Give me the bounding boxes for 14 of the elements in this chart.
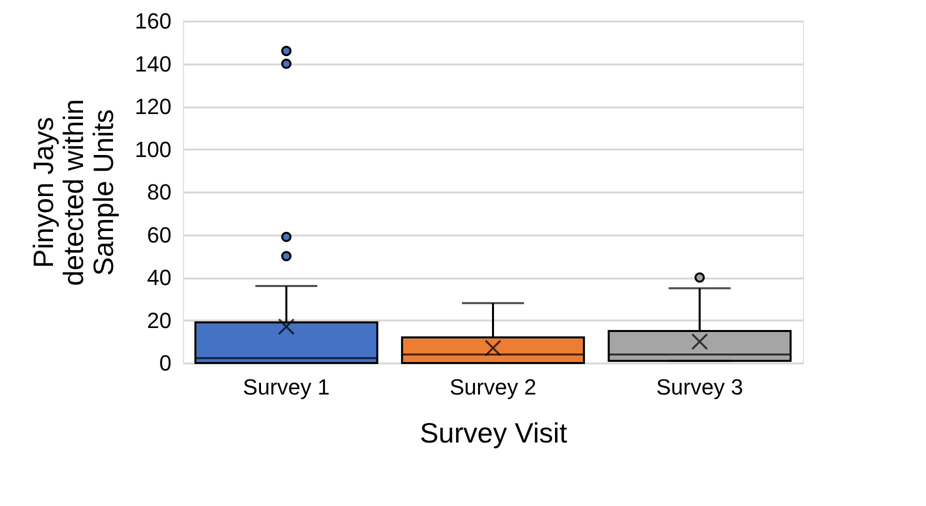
y-tick-label: 60: [147, 222, 172, 248]
y-tick-label: 80: [147, 180, 172, 204]
x-tick-label: Survey 1: [242, 374, 330, 400]
y-tick-label: 40: [147, 265, 172, 290]
x-axis-title: Survey Visit: [420, 418, 568, 448]
y-tick-label: 140: [134, 51, 172, 76]
y-tick-label: 120: [134, 94, 172, 119]
y-tick-label: 0: [159, 350, 172, 376]
y-tick-label: 100: [134, 136, 172, 162]
y-tick-label: 160: [134, 8, 172, 34]
y-tick-label: 20: [147, 308, 172, 333]
x-tick-label: Survey 2: [450, 374, 536, 400]
x-tick-label: Survey 3: [656, 374, 744, 400]
y-axis-title: Pinyon Jays detected within Sample Units: [28, 99, 119, 286]
